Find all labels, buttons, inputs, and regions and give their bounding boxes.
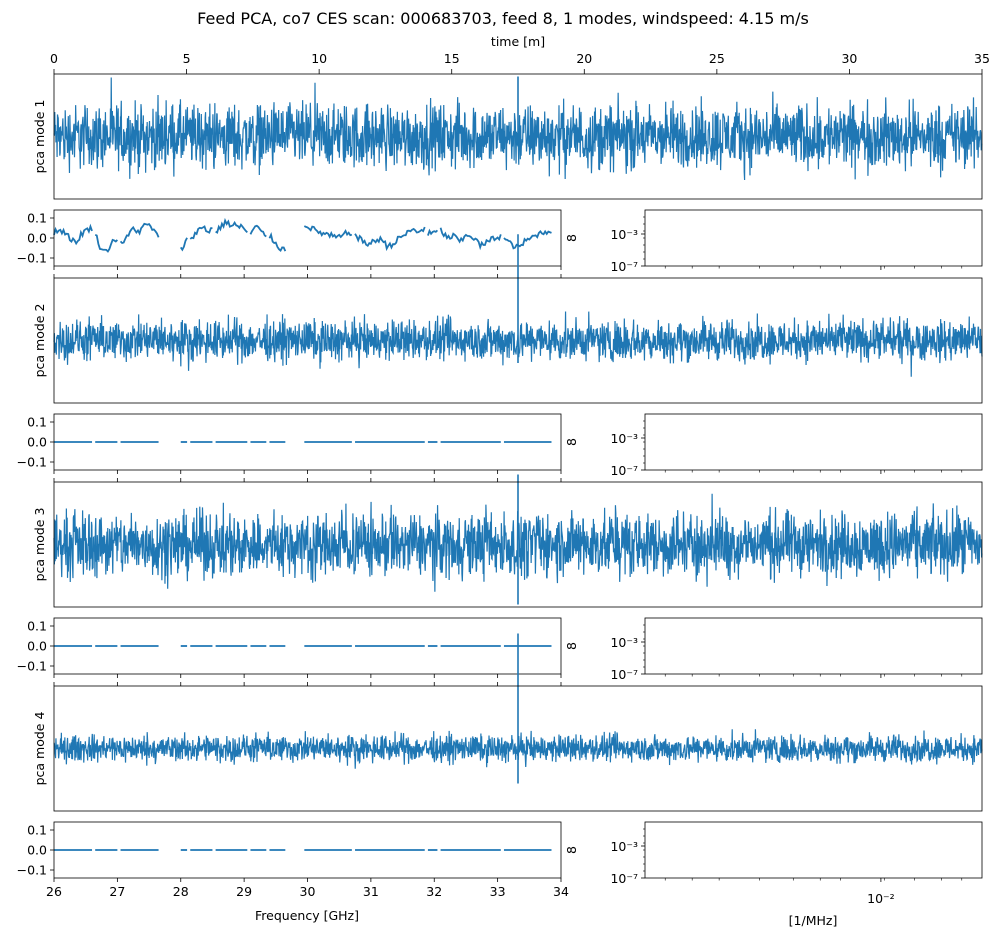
- coef-segment-10: [427, 228, 439, 236]
- spectrum-panel-frame: [644, 209, 983, 267]
- coef-ytick-label: 0.1: [27, 619, 47, 634]
- time-tick-label-25: 25: [709, 51, 725, 66]
- timestream-ylabel: pca mode 4: [32, 712, 47, 786]
- time-axis-label: time [m]: [491, 34, 545, 49]
- coef-ytick-label: −0.1: [17, 659, 47, 674]
- coef-ytick-label: 0.0: [27, 843, 47, 858]
- spec-ytick-label: 10⁻³: [610, 431, 638, 446]
- coef-ytick-label: −0.1: [17, 455, 47, 470]
- coef-ytick-label: 0.1: [27, 823, 47, 838]
- spectrum-panel-frame: [644, 413, 983, 471]
- coef-ytick-label: −0.1: [17, 863, 47, 878]
- time-tick-label-30: 30: [841, 51, 857, 66]
- coef-right-label: 8: [564, 438, 579, 446]
- coef-segment-12: [503, 229, 552, 250]
- coef-segment-3: [180, 237, 188, 252]
- frequency-axis-label: Frequency [GHz]: [255, 908, 359, 923]
- freq-tick-label-32: 32: [426, 884, 442, 899]
- spec-xtick-label: 10⁻²: [867, 891, 895, 906]
- spec-ytick-label: 10⁻⁷: [610, 463, 638, 478]
- timestream-panel-frame: [53, 73, 983, 200]
- coef-segment-4: [189, 225, 213, 240]
- coef-ytick-label: 0.1: [27, 415, 47, 430]
- freq-tick-label-28: 28: [173, 884, 189, 899]
- coef-segment-9: [354, 226, 426, 252]
- coef-segment-7: [268, 232, 287, 253]
- spectrum-panel-frame: [644, 617, 983, 675]
- coef-panel-frame: [53, 209, 562, 267]
- time-tick-label-5: 5: [183, 51, 191, 66]
- freq-tick-label-29: 29: [236, 884, 252, 899]
- coef-ytick-label: 0.0: [27, 435, 47, 450]
- spec-ytick-label: 10⁻⁷: [610, 259, 638, 274]
- coef-segment-5: [215, 217, 248, 234]
- subplot-grid: 0 5 10 15 20 25 30 35 pca mode 1 −0.1 0.0 0.1 8 10⁻³ 1…: [17, 51, 990, 906]
- spec-ytick-label: 10⁻⁷: [610, 667, 638, 682]
- coef-right-label: 8: [564, 234, 579, 242]
- coef-ytick-label: 0.0: [27, 639, 47, 654]
- freq-tick-label-31: 31: [363, 884, 379, 899]
- time-tick-label-15: 15: [444, 51, 460, 66]
- freq-tick-label-26: 26: [46, 884, 62, 899]
- figure-title: Feed PCA, co7 CES scan: 000683703, feed …: [197, 9, 809, 28]
- timestream-ylabel: pca mode 3: [32, 508, 47, 582]
- coef-right-label: 8: [564, 642, 579, 650]
- coef-ytick-label: −0.1: [17, 251, 47, 266]
- spec-ytick-label: 10⁻³: [610, 839, 638, 854]
- coef-segment-11: [439, 227, 502, 251]
- coef-segment-1: [94, 234, 119, 253]
- coef-segment-2: [119, 222, 160, 244]
- time-tick-label-0: 0: [50, 51, 58, 66]
- coef-ytick-label: 0.1: [27, 211, 47, 226]
- coef-ytick-label: 0.0: [27, 231, 47, 246]
- spec-ytick-label: 10⁻³: [610, 227, 638, 242]
- timestream-panel-frame: [53, 277, 983, 404]
- time-tick-label-20: 20: [576, 51, 592, 66]
- timestream-ylabel: pca mode 1: [32, 100, 47, 174]
- coef-right-label: 8: [564, 846, 579, 854]
- timestream-panel-frame: [53, 481, 983, 608]
- freq-tick-label-33: 33: [490, 884, 506, 899]
- coef-segment-8: [303, 225, 353, 239]
- timestream-panel-frame: [53, 685, 983, 812]
- spec-ytick-label: 10⁻⁷: [610, 871, 638, 886]
- coef-segment-6: [249, 224, 267, 238]
- spectrum-axis-label: [1/MHz]: [789, 913, 838, 928]
- time-tick-label-10: 10: [311, 51, 327, 66]
- freq-tick-label-34: 34: [553, 884, 569, 899]
- freq-tick-label-27: 27: [109, 884, 125, 899]
- timestream-ylabel: pca mode 2: [32, 304, 47, 378]
- spec-ytick-label: 10⁻³: [610, 635, 638, 650]
- coef-segment-0: [53, 223, 93, 246]
- freq-tick-label-30: 30: [300, 884, 316, 899]
- spectrum-panel-frame: [644, 821, 983, 879]
- time-tick-label-35: 35: [974, 51, 990, 66]
